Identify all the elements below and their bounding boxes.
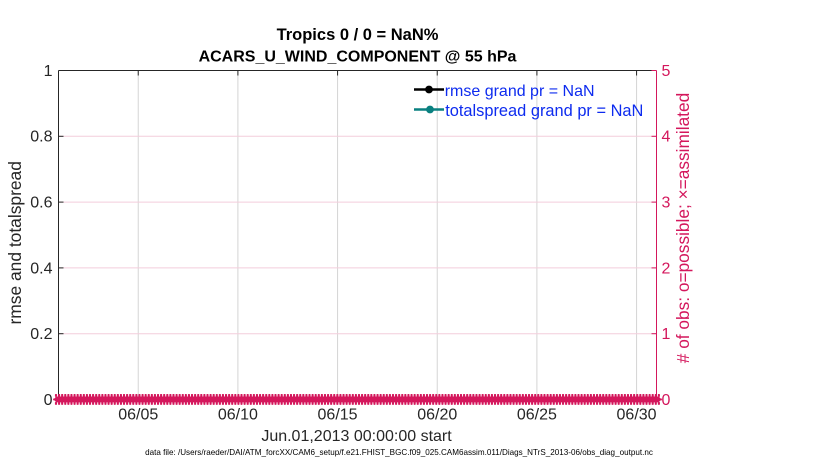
svg-text:0.4: 0.4: [30, 260, 52, 277]
svg-text:06/05: 06/05: [118, 407, 158, 424]
svg-text:0.2: 0.2: [30, 326, 52, 343]
svg-text:06/25: 06/25: [517, 407, 557, 424]
svg-text:Tropics 0 / 0 = NaN%: Tropics 0 / 0 = NaN%: [277, 26, 439, 44]
svg-text:5: 5: [662, 63, 671, 80]
svg-text:4: 4: [662, 129, 671, 146]
svg-text:06/10: 06/10: [218, 407, 258, 424]
svg-text:totalspread grand pr = NaN: totalspread grand pr = NaN: [445, 102, 643, 120]
svg-text:0.8: 0.8: [30, 129, 52, 146]
svg-text:ACARS_U_WIND_COMPONENT @ 55 hP: ACARS_U_WIND_COMPONENT @ 55 hPa: [199, 49, 517, 66]
svg-text:06/20: 06/20: [417, 407, 457, 424]
svg-text:06/15: 06/15: [318, 407, 358, 424]
svg-text:0.6: 0.6: [30, 195, 52, 212]
svg-text:rmse grand pr = NaN: rmse grand pr = NaN: [445, 83, 595, 100]
svg-text:rmse and totalspread: rmse and totalspread: [5, 161, 25, 324]
svg-text:06/30: 06/30: [617, 407, 657, 424]
svg-text:1: 1: [44, 63, 53, 80]
svg-text:2: 2: [662, 260, 671, 277]
svg-text:0: 0: [662, 392, 671, 409]
svg-text:1: 1: [662, 326, 671, 343]
svg-text:3: 3: [662, 195, 671, 212]
svg-text:# of obs: o=possible; ×=assimi: # of obs: o=possible; ×=assimilated: [673, 93, 693, 363]
svg-text:Jun.01,2013 00:00:00 start: Jun.01,2013 00:00:00 start: [261, 428, 452, 445]
svg-text:0: 0: [44, 392, 53, 409]
svg-text:data file: /Users/raeder/DAI/A: data file: /Users/raeder/DAI/ATM_forcXX/…: [145, 448, 653, 457]
